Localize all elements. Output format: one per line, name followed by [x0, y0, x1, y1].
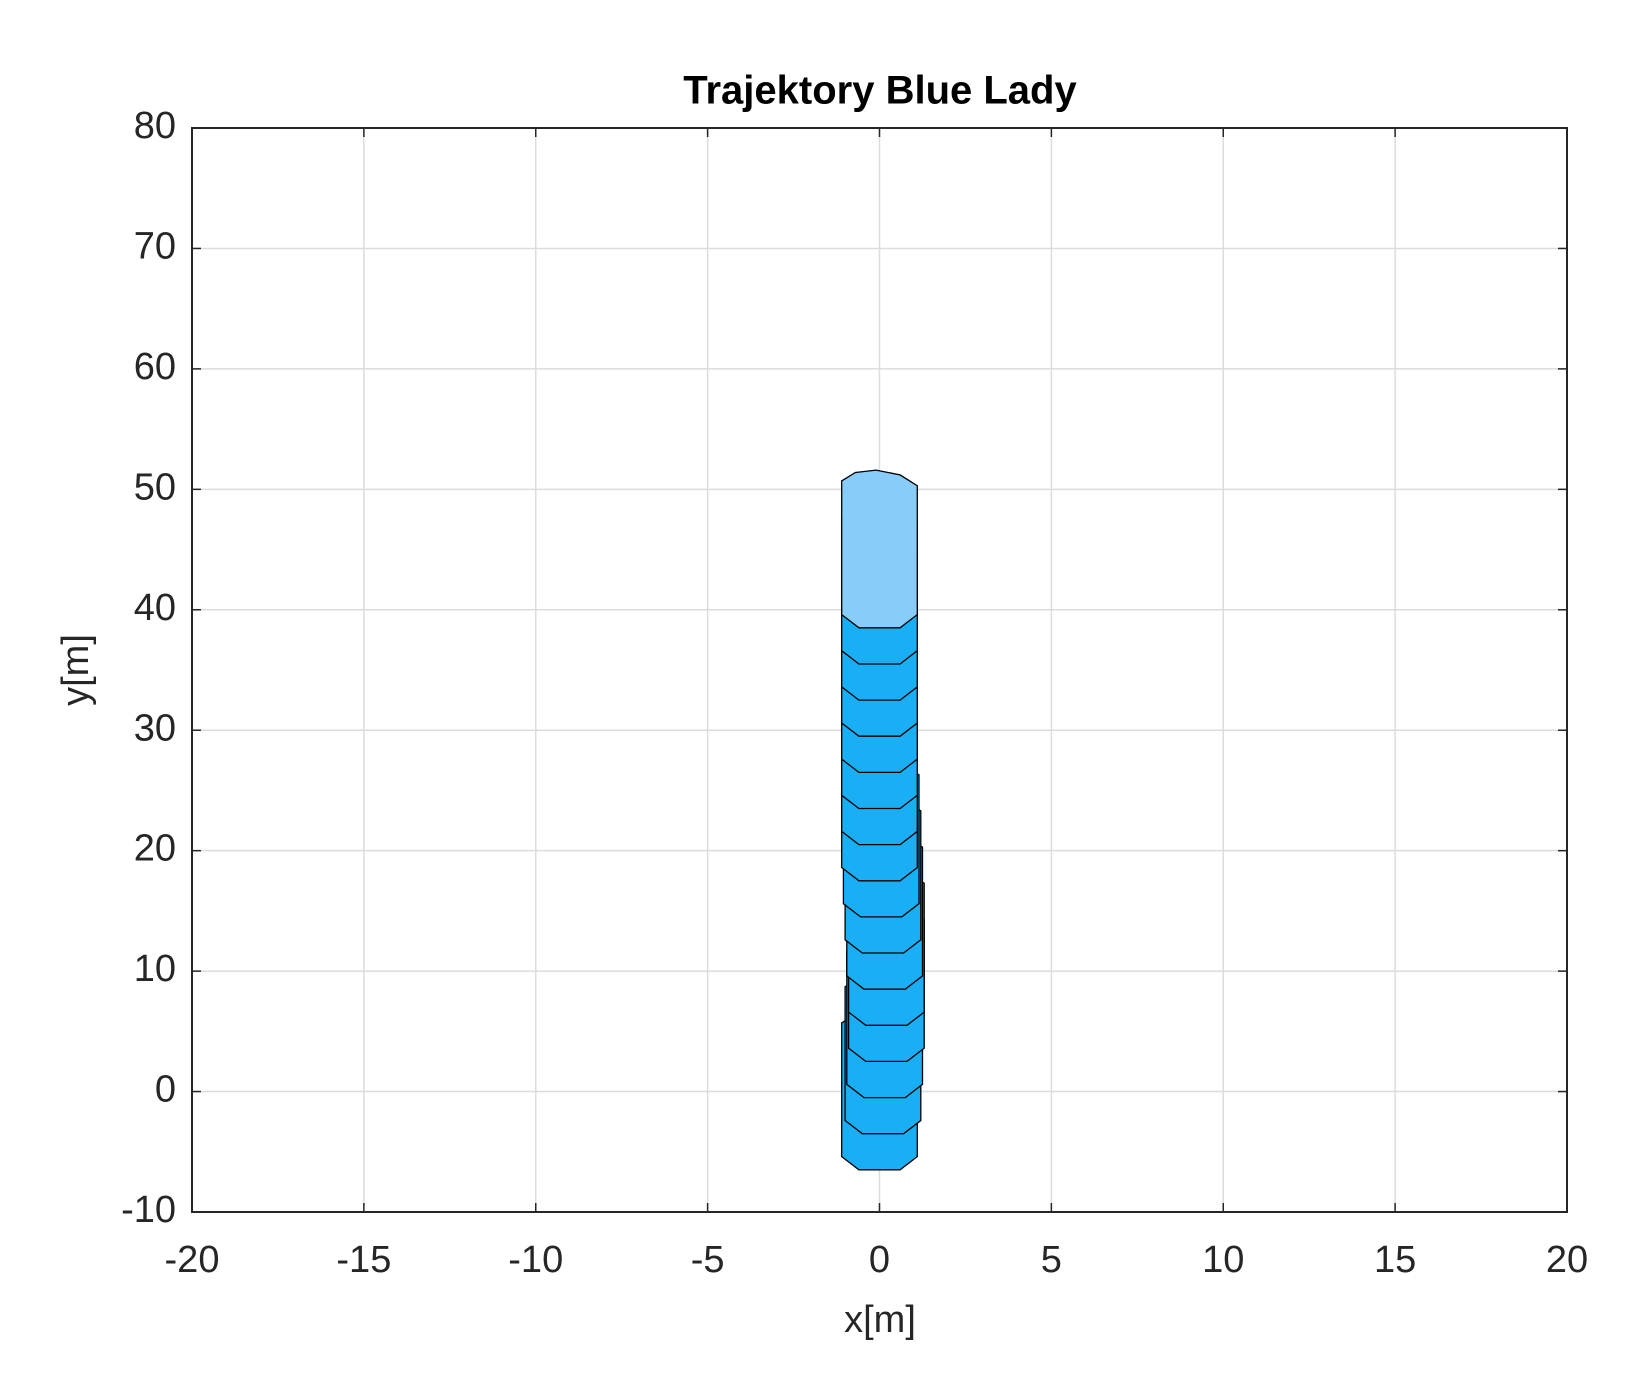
y-tick-label: 10	[134, 948, 176, 990]
y-tick-label: 0	[155, 1069, 176, 1111]
ship-outline	[841, 469, 918, 629]
y-tick-label: 80	[134, 105, 176, 147]
x-tick-label: 10	[1202, 1239, 1244, 1281]
y-tick-label: 60	[134, 346, 176, 388]
x-tick-label: -15	[336, 1239, 391, 1281]
y-tick-label: 30	[134, 707, 176, 749]
y-tick-label: 40	[134, 587, 176, 629]
x-tick-label: 15	[1374, 1239, 1416, 1281]
y-tick-label: 20	[134, 828, 176, 870]
plot-frame	[191, 127, 1568, 1213]
x-tick-label: -5	[691, 1239, 725, 1281]
x-tick-label: 0	[869, 1239, 890, 1281]
x-tick-label: -10	[508, 1239, 563, 1281]
x-tick-label: 5	[1041, 1239, 1062, 1281]
x-tick-label: -20	[165, 1239, 220, 1281]
y-axis-label: y[m]	[55, 634, 97, 706]
y-tick-label: 50	[134, 466, 176, 508]
chart-title: Trajektory Blue Lady	[683, 69, 1077, 113]
y-tick-label: 70	[134, 225, 176, 267]
x-axis-label: x[m]	[844, 1299, 916, 1341]
x-tick-label: 20	[1546, 1239, 1588, 1281]
y-tick-label: -10	[121, 1189, 176, 1231]
